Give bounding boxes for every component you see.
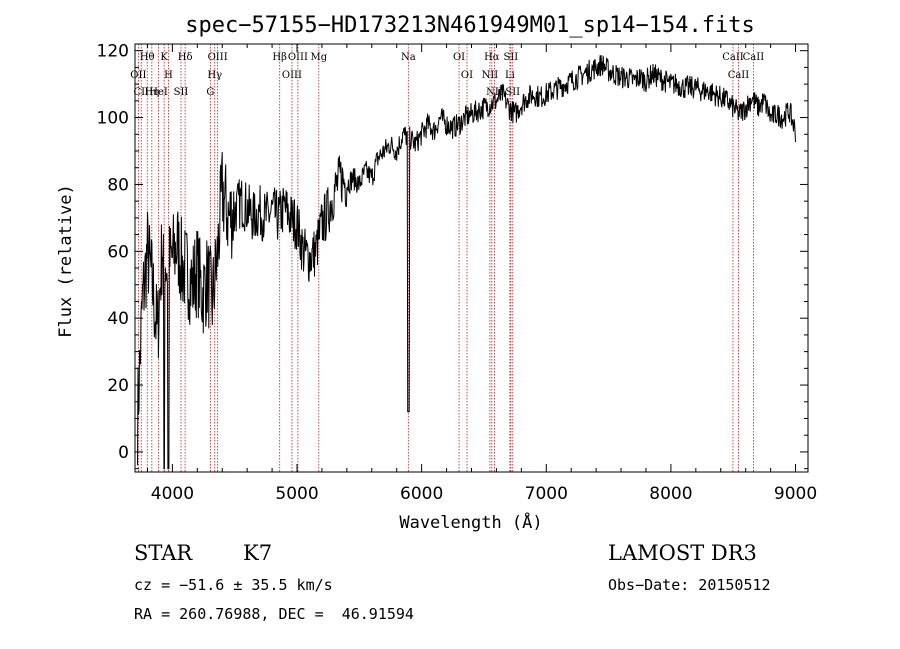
x-tick-label: 4000 [151,484,194,504]
spectral-line-label: K [160,52,168,63]
spectral-line-label: Hθ [140,52,155,63]
y-tick-label: 120 [97,42,129,62]
spectral-line-label: Hδ [178,52,193,63]
spectral-line-label: OI [453,52,465,63]
spectral-line-label: CII [133,87,149,98]
y-tick-label: 80 [107,175,129,195]
x-tick-label: 7000 [525,484,568,504]
object-subclass: K7 [243,541,273,565]
y-tick-label: 40 [107,309,129,329]
spectral-line-label: Li [505,70,515,81]
spectral-line-label: SII [505,87,520,98]
spectral-line-label: NII [482,70,499,81]
spectral-line-label: OII [130,70,146,81]
spectral-line-label: CaII [722,52,744,63]
spectral-line-label: CaII [728,70,750,81]
survey-name: LAMOST DR3 [608,541,757,565]
x-tick-label: 9000 [774,484,817,504]
x-tick-label: 6000 [400,484,443,504]
observation-date: Obs−Date: 20150512 [608,576,771,594]
spectral-line-label: Hα [484,52,500,63]
spectral-line-label: G [206,87,214,98]
spectral-line-label: H [164,70,173,81]
redshift-value: cz = −51.6 ± 35.5 km/s [134,576,333,594]
chart-title: spec−57155−HD173213N461949M01_sp14−154.f… [185,13,755,38]
y-axis: 0 20 40 60 80 100 120 [97,42,808,470]
x-tick-label: 5000 [275,484,318,504]
spectral-line-label: OIII [208,52,228,63]
spectral-line-label: OI [461,70,473,81]
spectral-line-label: SII [174,87,189,98]
y-tick-label: 60 [107,242,129,262]
spectral-line-label: NII [486,87,503,98]
spectral-line-markers [137,44,754,472]
y-tick-label: 0 [118,443,129,463]
spectral-line-label: Hη [144,87,159,98]
spectral-line-label: Hβ [272,52,287,63]
y-axis-label: Flux (relative) [56,184,76,338]
spectral-line-label: Na [401,52,416,63]
spectral-line-label: Hγ [207,70,222,81]
x-axis-label: Wavelength (Å) [399,511,542,533]
x-tick-label: 8000 [649,484,692,504]
x-axis: 4000 5000 6000 7000 8000 9000 [146,44,817,504]
y-tick-label: 20 [107,376,129,396]
spectral-line-label: Mg [311,52,328,63]
coordinates: RA = 260.76988, DEC = 46.91594 [134,605,414,623]
spectral-line-label: SII [504,52,519,63]
y-tick-label: 100 [97,109,129,129]
spectral-line-label: HeI [149,87,168,98]
spectral-line-label: OIII [282,70,302,81]
flux-series-line [137,55,796,470]
spectral-line-label: OIII [288,52,308,63]
spectral-line-label: CaII [743,52,765,63]
object-class: STAR [134,541,193,565]
